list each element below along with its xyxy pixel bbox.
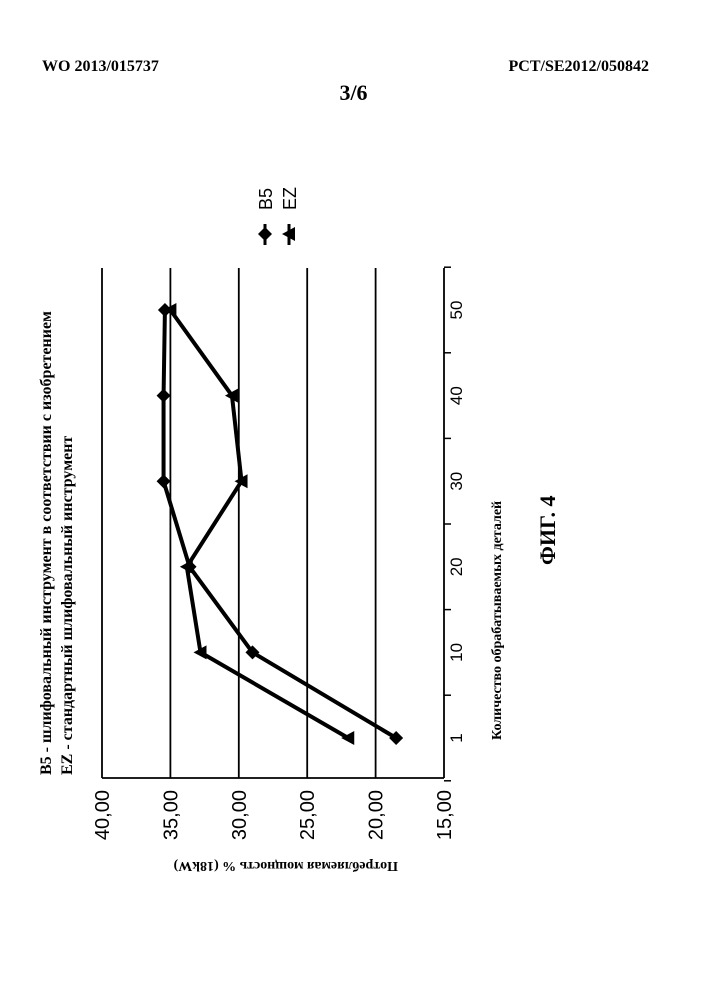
- data-point-b5: [157, 474, 171, 488]
- y-tick-label: 25,00: [297, 790, 319, 840]
- x-tick-label: 30: [447, 472, 466, 491]
- legend-marker-b5: [258, 227, 272, 241]
- y-tick-label: 30,00: [229, 790, 251, 840]
- x-tick-label: 40: [447, 386, 466, 405]
- x-tick-label: 10: [447, 643, 466, 662]
- y-tick-label: 15,00: [434, 790, 456, 840]
- series-line-b5: [164, 310, 397, 738]
- x-tick-label: 1: [447, 733, 466, 742]
- data-point-b5: [157, 389, 171, 403]
- y-tick-label: 40,00: [92, 790, 114, 840]
- y-tick-label: 20,00: [366, 790, 388, 840]
- legend-label-ez: EZ: [280, 187, 300, 210]
- series-line-ez: [170, 310, 348, 738]
- x-tick-label: 50: [447, 301, 466, 320]
- y-tick-label: 35,00: [160, 790, 182, 840]
- x-tick-label: 20: [447, 557, 466, 576]
- legend-label-b5: B5: [256, 188, 276, 210]
